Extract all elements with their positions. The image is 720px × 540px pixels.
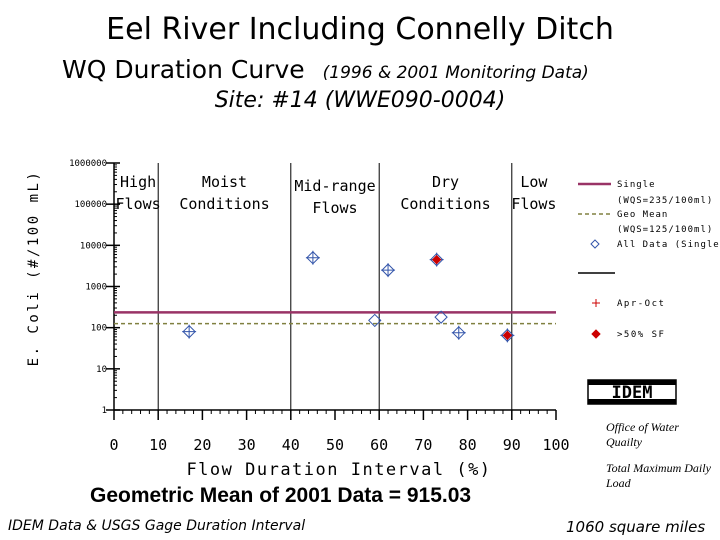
y-tick-label: 100 (91, 324, 107, 334)
site-label: Site: #14 (WWE090-0004) (214, 88, 506, 113)
chart-title: Eel River Including Connelly Ditch (106, 12, 614, 47)
legend-over50-swatch (591, 329, 601, 339)
data-point-apr-oct (451, 325, 466, 340)
x-tick-label: 70 (414, 436, 432, 454)
legend-geomean-label: Geo Mean (617, 210, 668, 220)
legend-over50-label: >50% SF (617, 330, 665, 340)
y-tick-label: 1 (102, 406, 107, 416)
flow-zone-label: Conditions (179, 195, 269, 213)
flow-zone-label: Low (520, 173, 548, 191)
legend-all-data-swatch (590, 239, 600, 249)
y-tick-label: 10000 (80, 241, 107, 251)
data-point-all-data (368, 313, 382, 328)
chart-subtitle: WQ Duration Curve (1996 & 2001 Monitoring… (62, 55, 589, 84)
legend-geomean-sublabel: (WQS=125/100ml) (617, 225, 713, 235)
office-label: Office of Water Quailty (606, 420, 679, 449)
data-point-apr-oct (381, 263, 396, 278)
x-tick-label: 0 (109, 436, 118, 454)
idem-logo-graphic: IDEM (587, 379, 677, 405)
watershed-area-label: 1060 square miles (566, 518, 706, 536)
data-point-apr-oct (305, 250, 320, 265)
geomean-label: Geometric Mean of 2001 Data = 915.03 (90, 484, 472, 507)
flow-zone-label: Flows (511, 195, 556, 213)
x-tick-label: 20 (193, 436, 211, 454)
x-tick-label: 30 (238, 436, 256, 454)
data-point-over50-sf (431, 254, 442, 265)
legend-apr-oct-label: Apr-Oct (617, 299, 665, 309)
legend-all-data-label: All Data (Single) (617, 240, 720, 250)
x-axis-label: Flow Duration Interval (%) (186, 460, 491, 480)
legend-apr-oct-swatch (592, 299, 600, 307)
legend-single-sublabel: (WQS=235/100ml) (617, 196, 713, 206)
data-point-over50-sf (502, 330, 513, 341)
data-point-all-data (434, 310, 448, 324)
tmdl-label: Total Maximum Daily Load (606, 461, 711, 490)
x-tick-label: 10 (149, 436, 167, 454)
x-tick-label: 50 (326, 436, 344, 454)
data-source-label: IDEM Data & USGS Gage Duration Interval (8, 518, 306, 534)
x-tick-label: 90 (503, 436, 521, 454)
flow-zone-label: Conditions (400, 195, 490, 213)
flow-zone-label: Dry (432, 173, 459, 191)
y-tick-label: 10 (96, 365, 107, 375)
x-tick-label: 100 (542, 436, 569, 454)
y-tick-label: 1000 (85, 283, 107, 293)
y-tick-label: 1000000 (69, 159, 107, 169)
subtitle-note: (1996 & 2001 Monitoring Data) (322, 63, 589, 83)
y-tick-label: 100000 (74, 200, 107, 210)
idem-logo: IDEM (586, 378, 678, 408)
x-tick-label: 60 (370, 436, 388, 454)
y-axis-label: E. Coli (#/100 mL) (26, 170, 42, 367)
flow-zone-label: High (120, 173, 156, 191)
flow-zone-label: Mid-range (294, 177, 375, 195)
x-tick-label: 40 (282, 436, 300, 454)
subtitle-main: WQ Duration Curve (62, 55, 305, 84)
x-tick-label: 80 (459, 436, 477, 454)
flow-zone-label: Flows (116, 195, 161, 213)
flow-zone-label: Flows (312, 199, 357, 217)
data-point-apr-oct (182, 324, 197, 339)
idem-logo-text: IDEM (612, 383, 653, 403)
flow-zone-label: Moist (202, 173, 247, 191)
legend-single-label: Single (617, 180, 656, 190)
